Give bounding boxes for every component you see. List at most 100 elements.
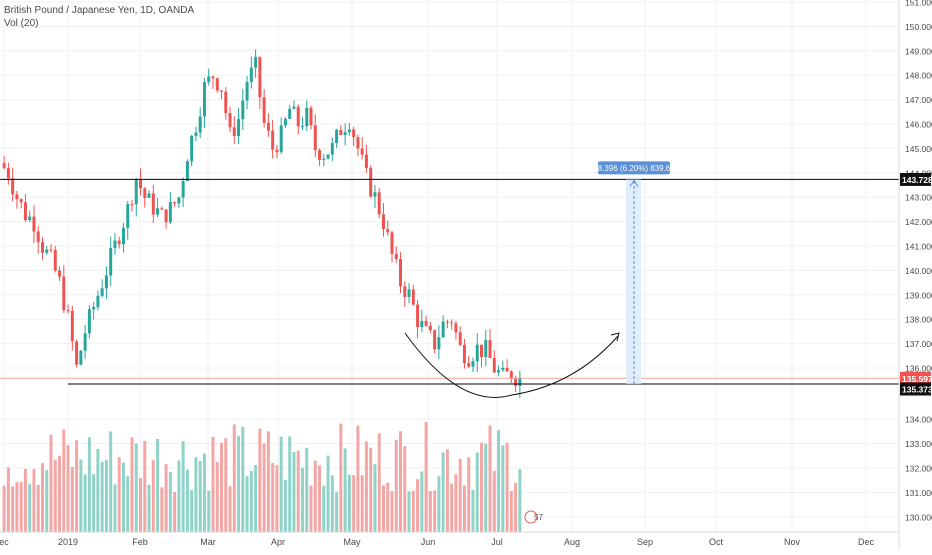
candle-body [428,325,432,331]
volume-bar [471,489,475,532]
candle-body [326,154,330,159]
price-tick-label: 141.000 [905,242,932,252]
candle-body [450,322,454,324]
candle-body [343,132,347,135]
time-axis[interactable]: ec 2019 Feb Mar Apr May Jun Jul Aug Sep Oct Nov Dec [0,531,899,547]
volume-bar [505,442,509,532]
candle-body [381,214,385,230]
price-tick-label: 131.000 [905,488,932,498]
volume-bar [181,441,185,532]
volume-bar [32,469,36,532]
time-tick-label: Oct [709,537,724,547]
time-tick-label: Jul [491,537,503,547]
volume-bar [194,457,198,532]
time-tick-label: 2019 [58,537,78,547]
volume-bar [241,426,245,532]
candle-body [6,168,10,179]
candle-body [66,310,70,312]
volume-bar [407,491,411,532]
candle-body [330,143,334,155]
candle-body [411,289,415,305]
candle-body [130,204,134,206]
volume-bar [143,441,147,532]
candle-body [484,340,488,358]
volume-bar [28,484,32,532]
last-price-label-bg [900,371,931,385]
candle-body [352,129,356,138]
candle-body [318,150,322,160]
measure-label: 8.396 (6.20%) 839.6 [598,164,671,173]
rounding-bottom-curve[interactable] [404,332,619,398]
candle-body [403,286,407,297]
time-tick-label: Mar [200,537,216,547]
volume-bar [330,475,334,532]
volume-bar [177,460,181,532]
support-price-label-bg [900,382,931,396]
candle-body [117,240,121,245]
candle-body [505,367,509,372]
price-tick-label: 143.000 [905,193,932,203]
last-price-label: 135.597 [902,374,932,384]
volume-bar [424,422,428,532]
measure-label-box [598,161,670,175]
volume-bar [62,429,66,532]
price-axis[interactable]: 151.000 150.000 149.000 148.000 147.000 146.0… [898,0,932,550]
volume-indicator-label[interactable]: Vol (20) [4,18,39,29]
candle-body [207,76,211,83]
candle-body [509,371,513,379]
candle-body [41,242,44,253]
candle-body [126,204,130,228]
candle-body [100,288,104,296]
candle-body [454,323,458,333]
candle-body [399,259,403,287]
time-tick-label: Nov [784,537,801,547]
volume-bar [254,464,258,532]
volume-bar [462,485,466,532]
volume-bar [151,460,155,532]
measure-arrowhead [629,179,639,187]
volume-bar [518,469,522,532]
candle-body [394,253,398,260]
volume-bar [113,484,117,532]
drawings[interactable]: 8.396 (6.20%) 839.6 [0,161,899,398]
volume-bar [117,457,121,532]
volume-bar [49,434,53,532]
candle-body [143,188,147,198]
candle-body [92,307,96,310]
candle-body [407,289,411,297]
volume-bar [373,464,377,532]
volume-bar [23,468,27,532]
candle-body [283,118,287,126]
candle-body [467,363,471,367]
volume-bar [488,425,492,532]
time-tick-label: May [343,537,361,547]
candle-body [15,194,19,200]
candle-body [441,321,445,338]
volume-bar [309,485,313,532]
volume-bar [356,425,360,532]
volume-bar [11,486,15,532]
symbol-title[interactable]: British Pound / Japanese Yen, 1D, OANDA [4,5,195,16]
candle-body [53,249,57,271]
volume-bar [283,480,287,532]
volume-bar [411,490,415,532]
candle-body [488,340,492,358]
price-tick-label: 137.000 [905,339,932,349]
volume-bar [53,459,57,532]
price-tick-label: 146.000 [905,120,932,130]
volume-bar [305,447,309,532]
price-tick-label: 139.000 [905,290,932,300]
candle-body [266,122,270,131]
candle-body [139,178,143,189]
volume-bar [224,438,228,532]
volume-bar [339,423,343,532]
candle-body [377,192,381,215]
volume-bar [87,437,91,532]
volume-bar [322,485,326,532]
volume-bar [58,455,62,532]
candle-body [249,67,253,82]
volume-bar [215,461,219,532]
time-tick-label: Feb [132,537,148,547]
